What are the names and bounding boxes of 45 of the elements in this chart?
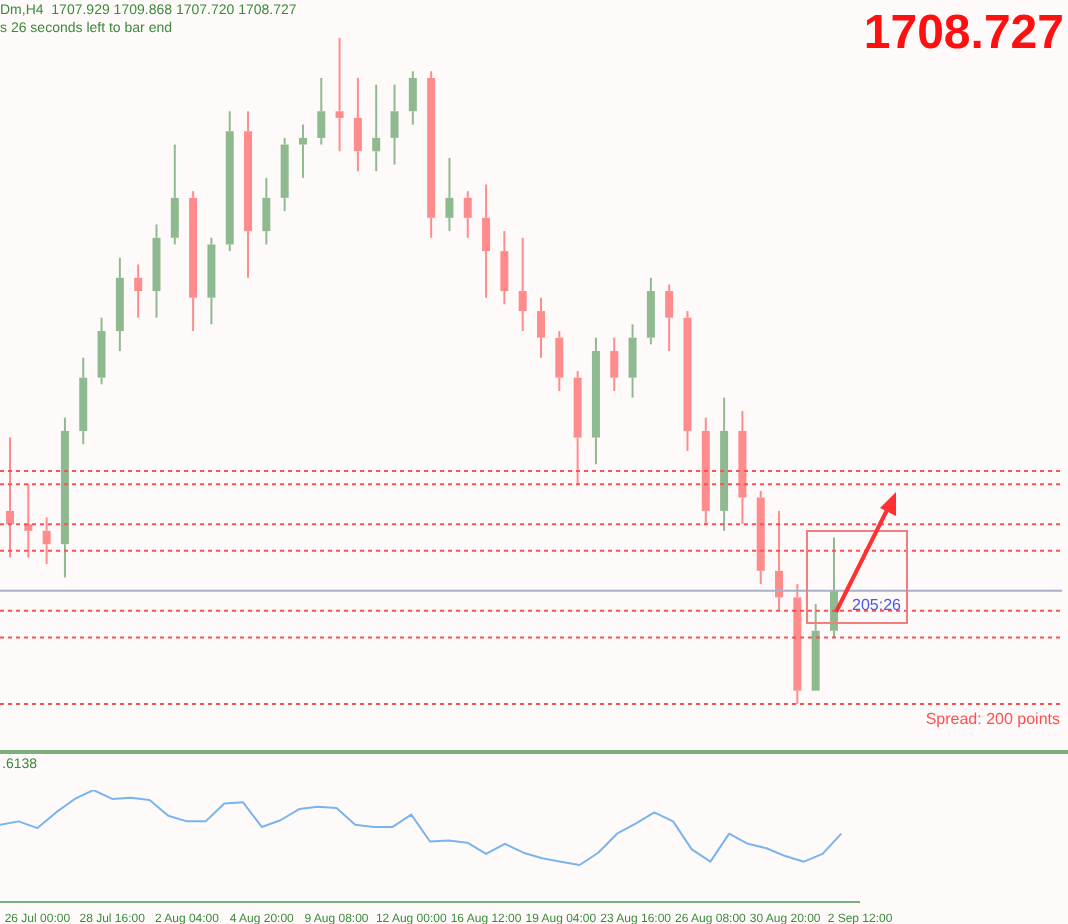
candlestick <box>207 236 216 326</box>
candlestick <box>775 509 784 612</box>
candlestick <box>134 263 143 319</box>
candlestick <box>738 409 747 526</box>
candlestick <box>280 136 289 213</box>
candlestick <box>244 110 253 279</box>
candlestick <box>42 516 51 566</box>
candlestick <box>60 416 69 579</box>
candlestick <box>298 123 307 179</box>
candlestick <box>720 396 729 532</box>
candlestick <box>591 336 600 466</box>
candlestick <box>170 143 179 246</box>
candlestick <box>482 183 491 299</box>
annotation: 205:26 <box>852 596 901 614</box>
candlestick <box>646 276 655 346</box>
candlestick <box>79 356 88 446</box>
candlestick <box>6 436 14 559</box>
candlestick <box>573 370 582 486</box>
candlestick <box>353 76 362 173</box>
candlestick <box>262 176 271 246</box>
candlestick <box>555 330 564 392</box>
candlestick <box>408 70 417 126</box>
candlestick <box>372 83 381 173</box>
candlestick <box>24 483 33 559</box>
candlestick <box>225 110 234 253</box>
candlestick <box>628 323 637 399</box>
text: Spread: 200 points <box>925 710 1060 728</box>
candlestick <box>335 38 344 153</box>
candlestick <box>518 236 527 333</box>
candlestick <box>500 230 509 306</box>
candlestick <box>756 489 765 586</box>
candlestick <box>683 310 692 452</box>
candlestick <box>427 70 436 239</box>
candlestick <box>463 190 472 239</box>
candlestick <box>445 156 454 233</box>
candlestick <box>610 336 619 392</box>
candlestick <box>665 283 674 353</box>
candlestick <box>97 316 106 386</box>
candlestick <box>152 223 161 319</box>
candlestick <box>189 190 198 333</box>
candlestick <box>390 83 399 166</box>
candlestick <box>317 76 326 146</box>
candlestick <box>115 256 124 353</box>
annotation: 1708.727 <box>863 6 1064 62</box>
candlestick <box>537 296 545 359</box>
